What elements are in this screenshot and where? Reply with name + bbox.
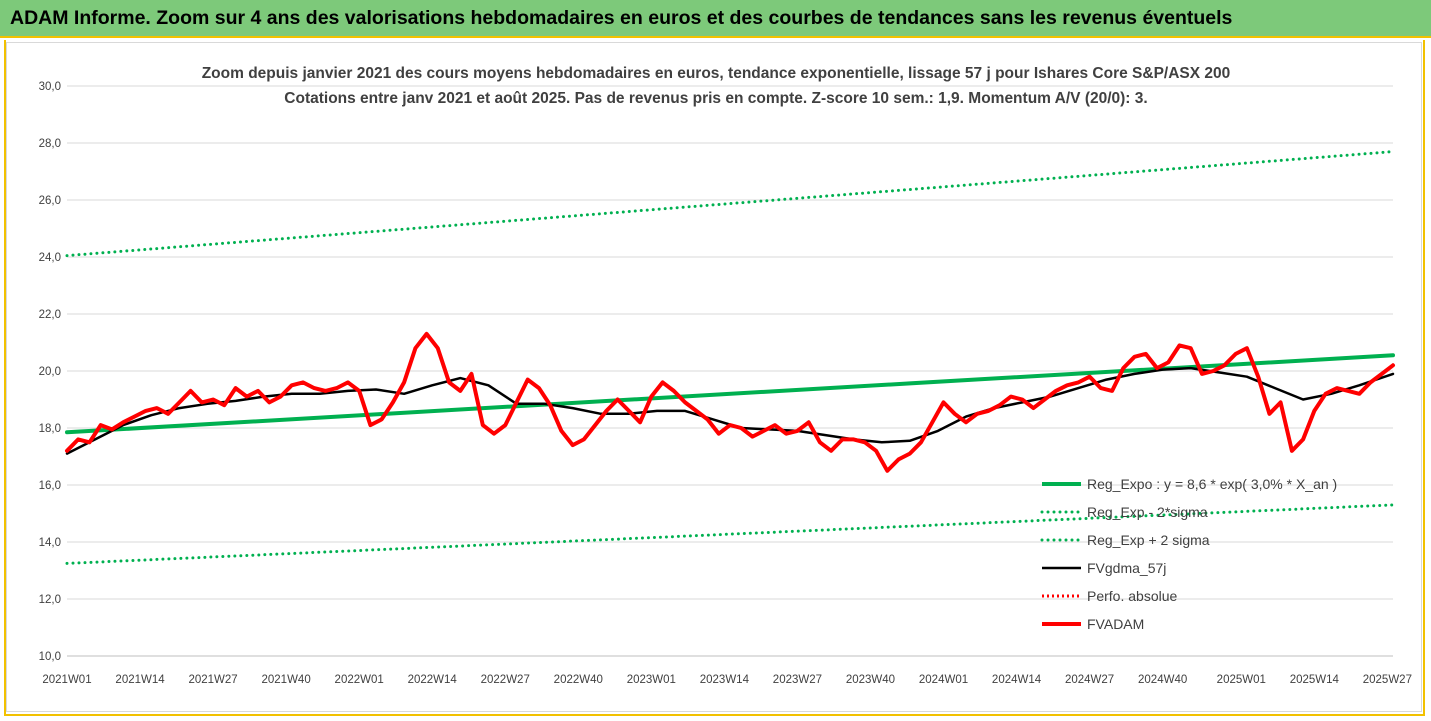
x-tick-label: 2021W14 <box>115 674 165 686</box>
chart-title-line2: Cotations entre janv 2021 et août 2025. … <box>284 90 1147 107</box>
x-tick-label: 2021W40 <box>262 674 311 686</box>
y-tick-label: 16,0 <box>39 480 61 492</box>
x-tick-label: 2022W40 <box>554 674 603 686</box>
y-tick-label: 14,0 <box>39 537 61 549</box>
y-tick-label: 20,0 <box>39 366 61 378</box>
chart-title-line1: Zoom depuis janvier 2021 des cours moyen… <box>202 65 1231 82</box>
series-fvgdma-57j <box>65 366 1395 455</box>
legend-label: FVgdma_57j <box>1087 560 1166 576</box>
series-fvadam <box>65 331 1395 473</box>
x-tick-label: 2023W01 <box>627 674 676 686</box>
x-tick-label: 2023W14 <box>700 674 750 686</box>
series-reg-exp-2-sigma <box>65 503 1395 565</box>
x-tick-label: 2022W27 <box>481 674 530 686</box>
legend-label: Reg_Expo : y = 8,6 * exp( 3,0% * X_an ) <box>1087 476 1337 492</box>
x-tick-label: 2023W27 <box>773 674 822 686</box>
x-tick-label: 2024W27 <box>1065 674 1114 686</box>
x-axis-labels: 2021W01 2021W14 2021W27 2021W40 2022W01 2022W… <box>42 674 1412 686</box>
y-tick-label: 26,0 <box>39 195 61 207</box>
y-tick-label: 10,0 <box>39 651 61 663</box>
x-tick-label: 2024W40 <box>1138 674 1187 686</box>
x-tick-label: 2022W14 <box>408 674 458 686</box>
y-tick-label: 24,0 <box>39 252 61 264</box>
banner: ADAM Informe. Zoom sur 4 ans des valoris… <box>0 0 1431 38</box>
x-tick-label: 2021W27 <box>188 674 237 686</box>
x-tick-label: 2023W40 <box>846 674 895 686</box>
x-tick-label: 2025W14 <box>1290 674 1340 686</box>
chart-frame <box>4 40 1425 716</box>
x-tick-label: 2024W01 <box>919 674 968 686</box>
legend: Reg_Expo : y = 8,6 * exp( 3,0% * X_an ) R… <box>1040 476 1337 632</box>
legend-label: Perfo. absolue <box>1087 588 1177 604</box>
y-tick-label: 18,0 <box>39 423 61 435</box>
x-tick-label: 2022W01 <box>335 674 384 686</box>
series-reg-exp-2-sigma <box>65 150 1395 258</box>
y-tick-label: 22,0 <box>39 309 61 321</box>
x-tick-label: 2025W01 <box>1217 674 1266 686</box>
legend-label: Reg_Exp + 2 sigma <box>1087 532 1210 548</box>
legend-label: Reg_Exp - 2*sigma <box>1087 504 1208 520</box>
y-tick-label: 28,0 <box>39 138 61 150</box>
y-axis-labels: 10,0 12,0 14,0 16,0 18,0 20,0 22,0 24,0 26,0 28,0… <box>39 81 61 663</box>
gridlines <box>67 85 1393 600</box>
legend-label: FVADAM <box>1087 616 1144 632</box>
banner-title: ADAM Informe. Zoom sur 4 ans des valoris… <box>10 7 1233 29</box>
series-lines <box>65 150 1395 565</box>
x-tick-label: 2024W14 <box>992 674 1042 686</box>
y-tick-label: 12,0 <box>39 594 61 606</box>
x-tick-label: 2025W27 <box>1363 674 1412 686</box>
x-tick-label: 2021W01 <box>42 674 91 686</box>
chart-area-border <box>6 42 1422 712</box>
series-reg-expo-y-8-6-exp-3-0-x <box>65 353 1395 435</box>
y-tick-label: 30,0 <box>39 81 61 93</box>
